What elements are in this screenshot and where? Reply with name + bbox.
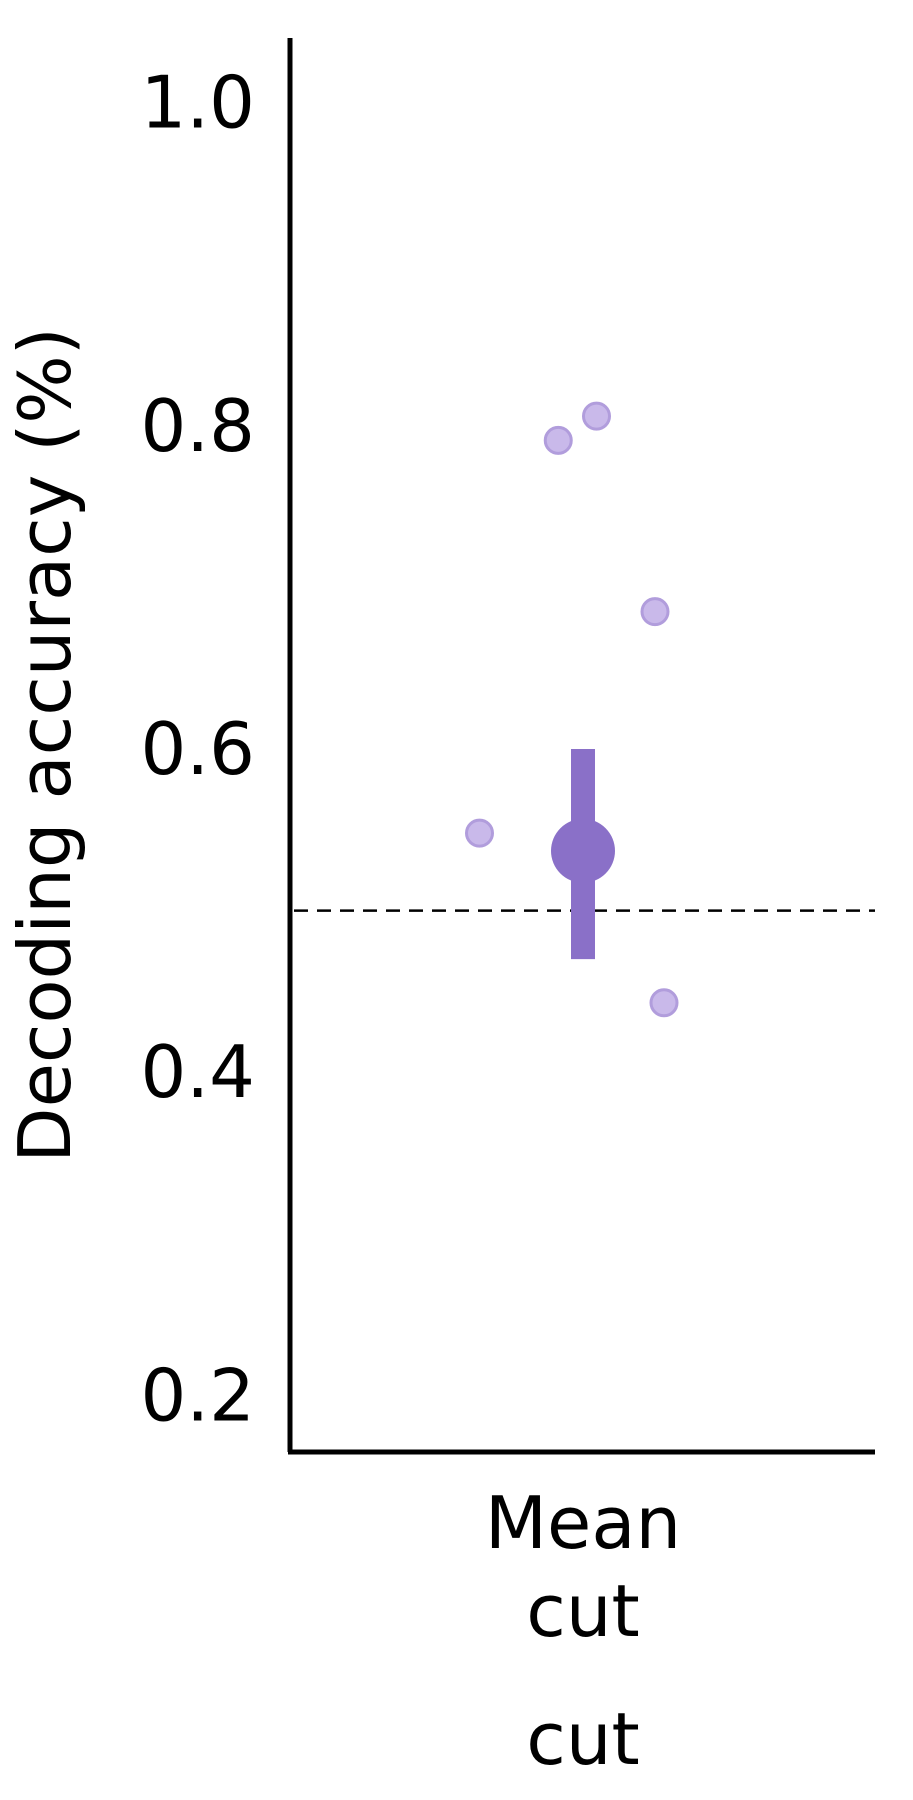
x-tick-label-line-2: cut [526, 1569, 639, 1653]
extra-label: cut [526, 1697, 639, 1781]
subject-point [543, 425, 573, 455]
y-tick-label: 0.6 [140, 707, 255, 791]
y-tick-labels: 0.2 0.4 0.6 0.8 1.0 [140, 61, 255, 1438]
y-tick-label: 0.8 [140, 384, 255, 468]
y-tick-label: 1.0 [140, 61, 255, 145]
y-tick-label: 0.2 [140, 1353, 255, 1437]
subject-point [640, 597, 670, 627]
subject-point [582, 401, 611, 431]
y-axis-title: Decoding accuracy (%) [3, 327, 87, 1163]
x-tick-label-line-1: Mean [485, 1481, 681, 1565]
subject-point [649, 988, 679, 1018]
mean-point [551, 818, 615, 883]
subject-points [465, 401, 679, 1018]
subject-point [465, 818, 494, 848]
y-tick-label: 0.4 [140, 1030, 255, 1114]
